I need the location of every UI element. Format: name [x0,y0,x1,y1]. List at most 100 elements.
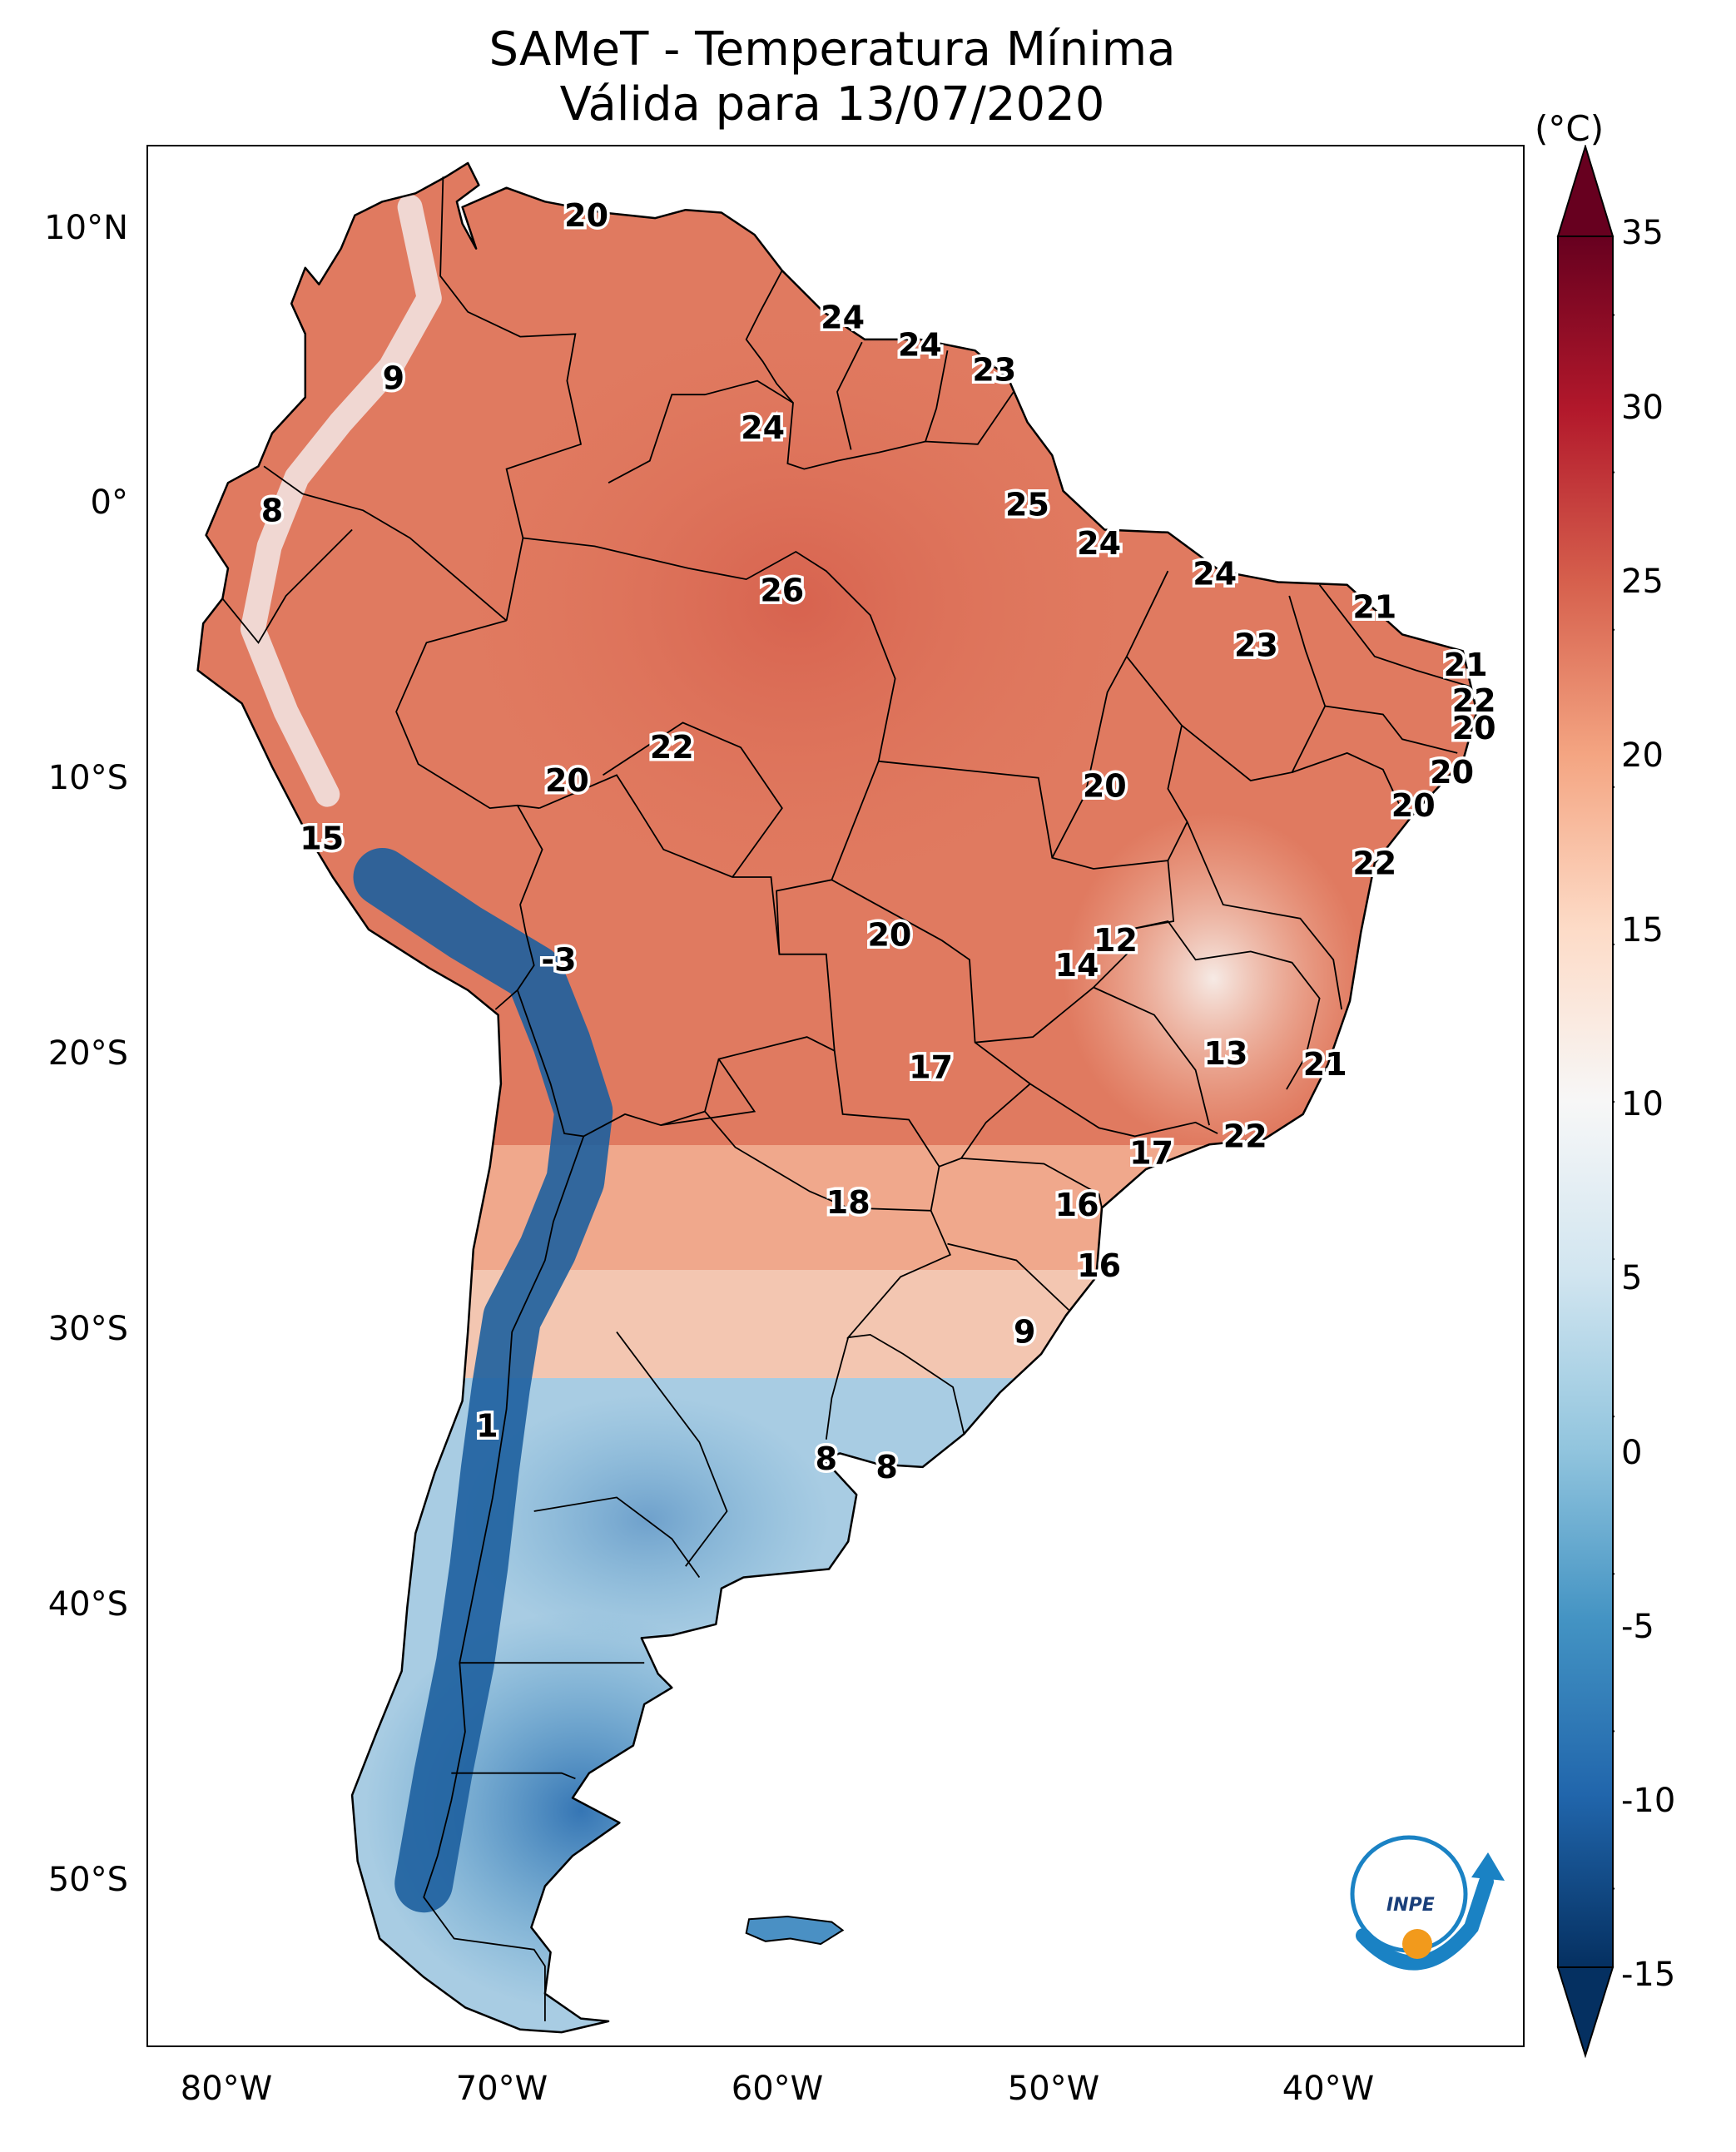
border-line [1292,751,1403,811]
station-temperature-label: 21 [1303,1046,1347,1083]
station-temperature-label: 25 [1005,487,1049,523]
andes-cold-band [353,848,613,1913]
cb-tick-35: 35 [1621,214,1664,252]
logo-text: INPE [1386,1895,1435,1916]
x-tick-50w: 50°W [1007,2070,1100,2108]
border-line [263,465,508,622]
border-line [451,1772,576,1780]
border-line [1325,705,1458,754]
border-line [825,1336,850,1440]
y-tick-10n: 10°N [44,209,128,247]
station-temperature-label: 17 [1129,1134,1173,1171]
x-tick-60w: 60°W [731,2070,824,2108]
station-temperature-label: 22 [1223,1118,1267,1154]
cb-tick-0: 0 [1621,1434,1643,1472]
colorbar-min-arrow [1556,1966,1614,2059]
station-temperature-label: 18 [826,1184,870,1221]
border-line [1126,656,1188,861]
station-temperature-label: 20 [545,762,589,799]
colorbar [1556,145,1614,2059]
border-line [846,1210,965,1435]
station-temperature-label: 20 [1430,754,1474,791]
border-line [1128,920,1321,1090]
y-tick-10s: 10°S [47,759,128,797]
station-temperature-label: 16 [1077,1247,1121,1284]
border-line [423,1136,585,2021]
station-temperature-label: 9 [383,359,404,396]
border-line [939,1083,1031,1168]
cold-zone [197,1378,1477,2033]
cb-tick-25: 25 [1621,563,1664,601]
border-line [538,774,836,1112]
colorbar-unit: (°C) [1535,108,1605,149]
logo-arrow [1471,1852,1505,1881]
temperature-field [197,162,1477,2033]
x-tick-40w: 40°W [1282,2070,1375,2108]
station-temperature-label: 8 [816,1440,837,1477]
cb-tick-m15: -15 [1621,1956,1676,1994]
cb-tick-15: 15 [1621,911,1664,950]
station-temperature-label: 14 [1055,947,1099,984]
minas-mild-zone [1064,812,1363,1145]
station-temperature-label: 24 [821,299,865,335]
station-temperature-label: 24 [898,327,942,364]
y-tick-20s: 20°S [47,1034,128,1073]
falkland-islands [745,1915,845,1946]
station-temperature-label: 22 [1452,682,1496,719]
chart-subtitle: Válida para 13/07/2020 [559,77,1105,131]
coastline [196,161,1478,2034]
map-panel: 20 9 24 24 23 24 8 25 24 26 24 21 23 21 22 20 20 20 22 20 20… [146,145,1525,2047]
cb-tick-10: 10 [1621,1085,1664,1123]
y-tick-40s: 40°S [47,1585,128,1624]
station-temperature-label: 20 [1452,710,1496,746]
station-temperature-label: -3 [541,941,576,978]
y-tick-50s: 50°S [47,1861,128,1899]
border-line [533,1496,701,1579]
station-temperature-label: 22 [650,729,694,766]
border-line [221,528,353,644]
border-line [1181,595,1327,781]
political-borders [221,176,1472,2021]
station-temperature-label: 20 [1391,787,1436,824]
border-line [947,1242,1069,1311]
border-line [603,721,783,878]
station-temperature-label: 15 [300,821,344,857]
border-line [616,1331,728,1567]
border-line [1093,986,1210,1126]
station-temperature-label: 26 [760,572,804,608]
cb-tick-m10: -10 [1621,1782,1676,1820]
station-temperature-label: 20 [564,197,608,234]
station-temperature-label: 21 [1444,647,1488,683]
border-line [660,1059,756,1126]
station-temperature-label: 20 [867,917,911,954]
y-tick-0: 0° [90,483,128,522]
chart-title: SAMeT - Temperatura Mínima [489,22,1176,77]
border-line [1318,584,1472,688]
station-temperature-label: 1 [476,1407,498,1444]
station-temperature-label: 23 [972,351,1016,388]
station-temperature-label: 17 [909,1049,953,1086]
amazon-warm-core [431,288,1163,920]
border-line [776,761,880,955]
cb-tick-5: 5 [1621,1259,1643,1297]
station-temperature-label: 13 [1204,1035,1248,1072]
station-temperature-label: 23 [1234,627,1278,664]
station-temperature-label: 8 [261,492,283,528]
cb-tick-m5: -5 [1621,1608,1654,1646]
border-line [1186,821,1342,1010]
cb-tick-30: 30 [1621,389,1664,427]
north-andes-cool-band [240,194,442,807]
cb-tick-20: 20 [1621,736,1664,775]
border-line [836,341,863,450]
border-line [925,350,949,442]
station-temperature-label: 12 [1094,922,1138,959]
logo-sun [1402,1929,1432,1959]
inpe-logo: INPE [1350,1835,1505,1971]
x-tick-80w: 80°W [180,2070,273,2108]
station-temperature-label: 24 [1077,525,1121,562]
logo-swoosh [1356,1874,1494,1971]
colorbar-max-arrow [1556,145,1614,237]
y-tick-30s: 30°S [47,1310,128,1348]
border-line [878,760,1175,1044]
